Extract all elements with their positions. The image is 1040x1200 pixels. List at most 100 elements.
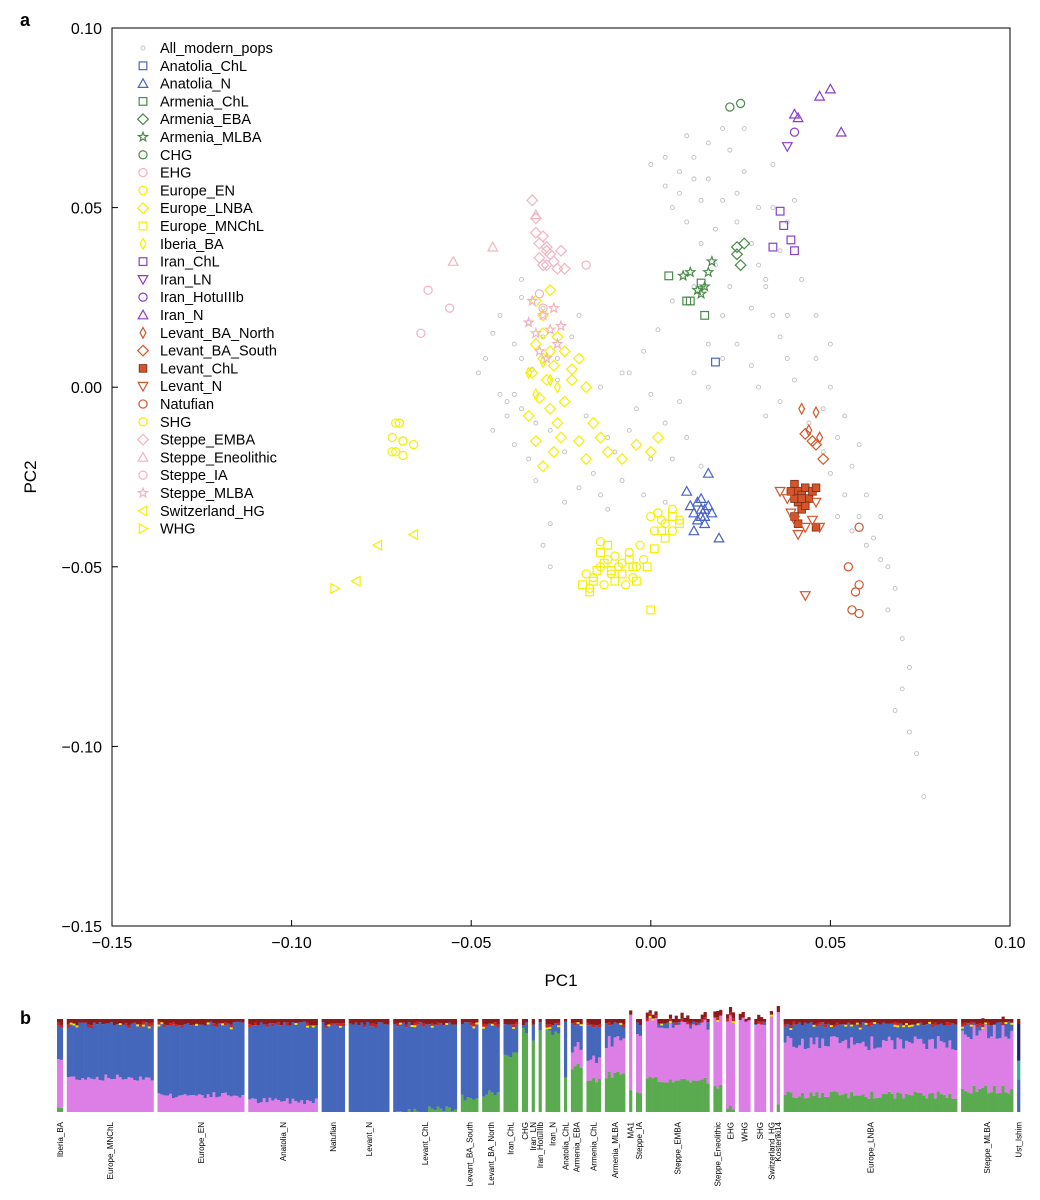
admix-segment: [200, 1095, 205, 1112]
data-point: [675, 519, 684, 529]
admix-segment: [545, 1027, 549, 1030]
admix-segment: [893, 1024, 897, 1027]
admix-group-label: Steppe_Eneolithic: [714, 1122, 723, 1187]
admix-group-label: Levant_ChL: [421, 1121, 430, 1165]
admix-segment: [619, 1019, 623, 1023]
admix-segment: [726, 1014, 730, 1019]
admix-segment: [377, 1019, 381, 1023]
data-point: [768, 242, 778, 252]
admix-segment: [754, 1019, 758, 1025]
admix-segment: [493, 1019, 497, 1023]
data-point: [519, 406, 524, 412]
admix-segment: [354, 1022, 358, 1112]
data-point: [730, 240, 744, 254]
data-point: [619, 370, 625, 376]
x-tick-label: −0.05: [451, 935, 492, 952]
admix-segment: [115, 1074, 120, 1112]
admix-segment: [545, 1024, 549, 1028]
data-point: [854, 580, 864, 590]
admix-segment: [66, 1027, 70, 1078]
data-point: [526, 366, 539, 379]
admix-segment: [200, 1024, 205, 1096]
y-tick-label: −0.10: [62, 739, 103, 756]
data-point: [688, 524, 700, 536]
admix-segment: [975, 1091, 979, 1112]
admix-segment: [887, 1023, 891, 1037]
admix-segment: [887, 1036, 891, 1092]
admix-segment: [786, 1091, 790, 1112]
admix-segment: [692, 1024, 696, 1081]
admix-segment: [809, 1022, 813, 1038]
data-point: [596, 547, 605, 557]
data-point: [824, 83, 837, 94]
admix-segment: [636, 1022, 640, 1034]
admix-segment: [89, 1078, 94, 1112]
series-Iran_LN: [781, 142, 794, 153]
data-point: [856, 514, 862, 519]
admix-segment: [706, 1019, 710, 1023]
data-point: [790, 479, 799, 489]
admix-segment: [984, 1086, 988, 1112]
admix-segment: [133, 1019, 137, 1023]
data-point: [620, 580, 631, 590]
admix-segment: [147, 1023, 151, 1027]
data-point: [827, 341, 833, 347]
data-point: [817, 452, 830, 466]
admix-segment: [798, 1096, 802, 1112]
admix-segment: [858, 1043, 862, 1096]
admix-segment: [619, 1074, 623, 1112]
admix-segment: [288, 1019, 292, 1026]
admix-segment: [961, 1019, 965, 1024]
admix-segment: [118, 1077, 123, 1112]
admix-segment: [232, 1022, 236, 1096]
admix-segment: [757, 1023, 761, 1112]
admix-segment: [995, 1019, 999, 1023]
legend-marker: [138, 417, 148, 427]
data-point: [684, 133, 690, 139]
admix-segment: [738, 1020, 742, 1112]
admix-segment: [595, 1019, 599, 1026]
data-point: [651, 431, 665, 444]
admix-segment: [592, 1078, 596, 1112]
data-point: [547, 445, 560, 458]
data-point: [775, 206, 785, 216]
admix-segment: [1017, 1019, 1021, 1024]
y-axis-ticks: −0.15−0.10−0.050.000.050.10: [62, 21, 118, 936]
admix-segment: [1017, 1079, 1021, 1112]
admix-segment: [374, 1019, 378, 1025]
admix-segment: [288, 1025, 292, 1104]
legend-entry: Iberia_BA: [160, 237, 224, 253]
data-point: [391, 447, 401, 457]
admix-segment: [654, 1015, 658, 1019]
admix-segment: [101, 1080, 105, 1112]
admix-segment: [586, 1019, 590, 1023]
admix-segment: [300, 1100, 304, 1112]
data-point: [849, 528, 855, 534]
admix-segment: [127, 1019, 131, 1026]
data-point: [544, 323, 557, 336]
data-point: [662, 420, 668, 426]
admix-segment: [136, 1024, 140, 1027]
admix-segment: [954, 1024, 958, 1051]
series-All_modern_pops: [475, 126, 927, 800]
admix-segment: [671, 1022, 675, 1028]
data-point: [588, 576, 598, 586]
admix-segment: [945, 1097, 949, 1112]
series-EHG: [416, 260, 591, 339]
admix-segment: [1004, 1036, 1008, 1093]
admix-segment: [998, 1022, 1002, 1039]
admix-group-Iran_HotuIIIb: [538, 1019, 542, 1112]
series-Steppe_EMBA: [526, 194, 571, 275]
data-point: [655, 327, 661, 333]
admix-segment: [248, 1099, 252, 1112]
admix-segment: [330, 1023, 334, 1026]
admix-segment: [348, 1023, 352, 1112]
admix-segment: [538, 1019, 542, 1023]
admix-segment: [576, 1063, 580, 1112]
admix-segment: [321, 1019, 325, 1023]
admix-segment: [297, 1102, 301, 1112]
data-point: [646, 605, 656, 615]
admix-segment: [371, 1023, 376, 1027]
data-point: [735, 98, 746, 109]
admix-segment: [515, 1024, 519, 1053]
